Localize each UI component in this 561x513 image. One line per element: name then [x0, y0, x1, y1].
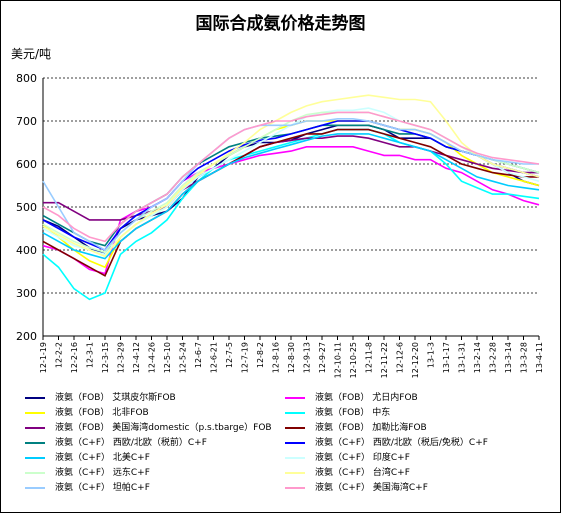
legend-label: 液氨（C+F） 印度C+F — [315, 453, 410, 463]
legend-swatch — [25, 397, 45, 399]
y-tick-label: 600 — [16, 158, 37, 171]
legend-label: 液氨（FOB） 加勒比海FOB — [315, 423, 427, 433]
legend-swatch — [285, 442, 305, 444]
y-axis-unit-label: 美元/吨 — [11, 47, 52, 61]
x-tick-label: 13-1-17 — [442, 342, 451, 373]
legend-swatch — [285, 487, 305, 489]
x-tick-label: 12-5-10 — [163, 342, 172, 373]
y-tick-label: 200 — [16, 330, 37, 343]
legend-swatch — [285, 472, 305, 474]
legend-swatch — [285, 397, 305, 399]
x-tick-label: 13-1-31 — [458, 342, 467, 373]
series-line — [42, 118, 539, 252]
legend-label: 液氨（FOB） 美国海湾domestic（p.s.tbarge）FOB — [55, 423, 272, 433]
legend-label: 液氨（FOB） 中东 — [315, 408, 391, 418]
x-tick-label: 12-7-5 — [225, 342, 234, 368]
legend-label: 液氨（C+F） 远东C+F — [55, 468, 150, 478]
x-tick-label: 12-8-30 — [287, 342, 296, 373]
x-tick-label: 12-7-19 — [241, 342, 250, 373]
x-tick-label: 12-3-15 — [101, 342, 110, 373]
line-chart: 200 300 400 500 600 700 800 12-1-19 12-2-2 12-2-1… — [16, 72, 544, 378]
x-tick-label: 12-11-22 — [380, 342, 389, 378]
x-tick-label: 12-6-7 — [194, 342, 203, 368]
legend-label: 液氨（C+F） 北美C+F — [55, 453, 150, 463]
y-tick-label: 400 — [16, 244, 37, 257]
legend-swatch — [25, 427, 45, 429]
series-line — [42, 133, 540, 260]
legend-swatch — [25, 457, 45, 459]
x-tick-label: 12-6-21 — [210, 342, 219, 373]
series-line — [42, 94, 540, 258]
y-tick-label: 300 — [16, 287, 37, 300]
x-tick-label: 13-1-3 — [427, 342, 436, 368]
legend-label: 液氨（C+F） 台湾C+F — [315, 468, 410, 478]
legend-label: 液氨（FOB） 尤日内FOB — [315, 393, 418, 403]
legend-swatch — [285, 412, 305, 414]
x-tick-label: 12-5-24 — [179, 342, 188, 373]
legend-label: 液氨（FOB） 北非FOB — [55, 408, 149, 418]
x-tick-label: 12-12-20 — [411, 342, 420, 378]
series-line — [43, 135, 539, 221]
x-tick-label: 12-10-11 — [334, 342, 343, 378]
legend-label: 液氨（C+F） 美国海湾C+F — [315, 483, 428, 493]
legend-label: 液氨（C+F） 西欧/北欧（税后/免税）C+F — [315, 438, 488, 448]
x-tick-label: 12-1-19 — [39, 342, 48, 373]
x-tick-label: 12-4-26 — [148, 342, 157, 373]
x-tick-label: 13-2-28 — [489, 342, 498, 373]
series-line — [42, 128, 540, 301]
y-tick-label: 800 — [16, 72, 37, 85]
chart-title: 国际合成氨价格走势图 — [195, 14, 366, 34]
x-tick-label: 12-8-2 — [256, 342, 265, 368]
legend-swatch — [285, 427, 305, 429]
series-line — [42, 111, 540, 243]
legend-swatch — [25, 412, 45, 414]
x-tick-label: 12-9-27 — [318, 342, 327, 373]
x-tick-label: 13-3-14 — [504, 342, 513, 373]
x-tick-label: 13-2-14 — [473, 342, 482, 373]
y-tick-label: 500 — [16, 201, 37, 214]
x-tick-label: 12-4-12 — [132, 342, 141, 373]
x-tick-label: 13-3-28 — [520, 342, 529, 373]
x-tick-label: 12-3-1 — [86, 342, 95, 368]
y-tick-label: 700 — [16, 115, 37, 128]
x-tick-label: 12-11-8 — [365, 342, 374, 373]
legend-swatch — [25, 472, 45, 474]
x-tick-label: 12-3-29 — [117, 342, 126, 373]
x-tick-label: 12-2-2 — [55, 342, 64, 368]
x-tick-label: 13-4-11 — [535, 342, 544, 373]
x-tick-label: 12-10-25 — [349, 342, 358, 378]
legend-label: 液氨（FOB） 艾琪皮尔斯FOB — [55, 393, 176, 403]
x-tick-label: 12-9-13 — [303, 342, 312, 373]
legend-swatch — [285, 457, 305, 459]
x-tick-label: 12-2-16 — [70, 342, 79, 373]
x-tick-label: 12-12-6 — [396, 342, 405, 373]
x-tick-label: 12-8-16 — [272, 342, 281, 373]
legend-label: 液氨（C+F） 坦帕C+F — [55, 483, 150, 493]
legend-swatch — [25, 487, 45, 489]
series-line — [42, 120, 540, 251]
legend-swatch — [25, 442, 45, 444]
series-line — [42, 146, 540, 275]
legend-label: 液氨（C+F） 西欧/北欧（税前）C+F — [55, 438, 207, 448]
